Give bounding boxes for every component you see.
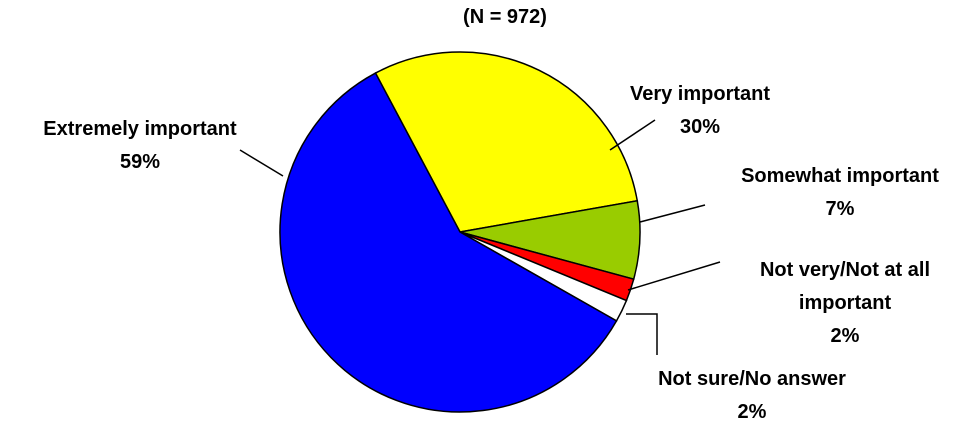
- category-label: Somewhat important: [741, 165, 939, 187]
- leader-line: [609, 119, 656, 151]
- category-label: Not sure/No answer: [658, 368, 846, 390]
- leader-line: [626, 313, 658, 355]
- slice-label: Somewhat important 7%: [710, 160, 970, 226]
- slice-label: Not sure/No answer 2%: [612, 363, 892, 422]
- value-label: 7%: [825, 198, 855, 220]
- value-label: 59%: [119, 151, 161, 173]
- value-label: 2%: [737, 401, 767, 422]
- chart-subtitle: (N = 972): [463, 6, 547, 28]
- value-label: 30%: [679, 116, 721, 138]
- slice-label: Not very/Not at all important 2%: [725, 254, 965, 353]
- category-label: Not very/Not at all important: [759, 259, 931, 314]
- value-label: 2%: [830, 325, 860, 347]
- category-label: Very important: [629, 83, 771, 105]
- leader-line: [639, 204, 706, 223]
- pie-slice: [374, 51, 639, 233]
- pie-slice: [279, 72, 618, 413]
- leader-line: [239, 149, 284, 177]
- slice-label: Extremely important 59%: [0, 113, 280, 179]
- category-label: Extremely important: [43, 118, 237, 140]
- leader-line: [627, 261, 721, 291]
- slice-label: Very important 30%: [590, 78, 810, 144]
